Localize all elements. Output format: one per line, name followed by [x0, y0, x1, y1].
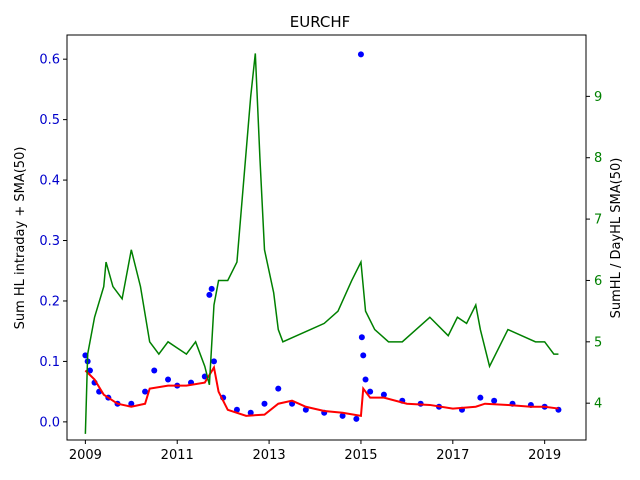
scatter-point — [358, 334, 365, 341]
x-tick-label: 2011 — [161, 448, 194, 463]
scatter-point — [491, 397, 498, 404]
scatter-point — [210, 358, 217, 365]
ratio-line — [84, 53, 559, 434]
scatter-point — [275, 385, 282, 392]
scatter-point — [357, 51, 364, 58]
left-axis: 0.0 0.1 0.2 0.3 0.4 0.5 0.6 — [39, 53, 67, 430]
x-tick-label: 2017 — [436, 448, 469, 463]
chart-title: EURCHF — [290, 13, 351, 31]
y-right-tick-label: 9 — [594, 90, 602, 105]
right-axis: 4 5 6 7 8 9 — [586, 90, 602, 412]
scatter-point — [165, 376, 172, 383]
scatter-series — [82, 51, 562, 422]
y-axis-left-title: Sum HL intraday + SMA(50) — [13, 147, 28, 330]
y-right-tick-label: 8 — [594, 151, 602, 166]
x-tick-label: 2015 — [344, 448, 377, 463]
y-left-tick-label: 0.3 — [39, 234, 60, 249]
scatter-point — [367, 388, 374, 395]
x-axis: 2009 2011 2013 2015 2017 2019 — [69, 440, 561, 463]
sma-line — [84, 364, 559, 417]
y-left-tick-label: 0.2 — [39, 294, 60, 309]
scatter-point — [477, 394, 484, 401]
scatter-point — [302, 406, 309, 413]
x-tick-label: 2019 — [528, 448, 561, 463]
scatter-point — [86, 367, 93, 374]
scatter-point — [247, 409, 254, 416]
y-left-tick-label: 0.6 — [39, 53, 60, 68]
scatter-point — [261, 400, 268, 407]
y-left-tick-label: 0.4 — [39, 174, 60, 189]
scatter-point — [380, 391, 387, 398]
scatter-point — [353, 415, 360, 422]
plot-frame — [66, 34, 587, 441]
y-left-tick-label: 0.1 — [39, 355, 60, 370]
scatter-point — [360, 352, 367, 359]
x-tick-label: 2009 — [69, 448, 102, 463]
scatter-point — [339, 412, 346, 419]
scatter-point — [128, 400, 135, 407]
y-right-tick-label: 6 — [594, 274, 602, 289]
scatter-point — [142, 388, 149, 395]
scatter-point — [151, 367, 158, 374]
series-layer — [82, 51, 562, 434]
y-left-tick-label: 0.0 — [39, 415, 60, 430]
scatter-point — [208, 285, 215, 292]
y-left-tick-label: 0.5 — [39, 113, 60, 128]
y-right-tick-label: 4 — [594, 397, 602, 412]
y-axis-right-title: SumHL / DayHL SMA(50) — [609, 158, 624, 319]
y-right-tick-label: 5 — [594, 335, 602, 350]
x-tick-label: 2013 — [253, 448, 286, 463]
scatter-point — [362, 376, 369, 383]
y-right-tick-label: 7 — [594, 213, 602, 228]
scatter-point — [206, 291, 213, 298]
